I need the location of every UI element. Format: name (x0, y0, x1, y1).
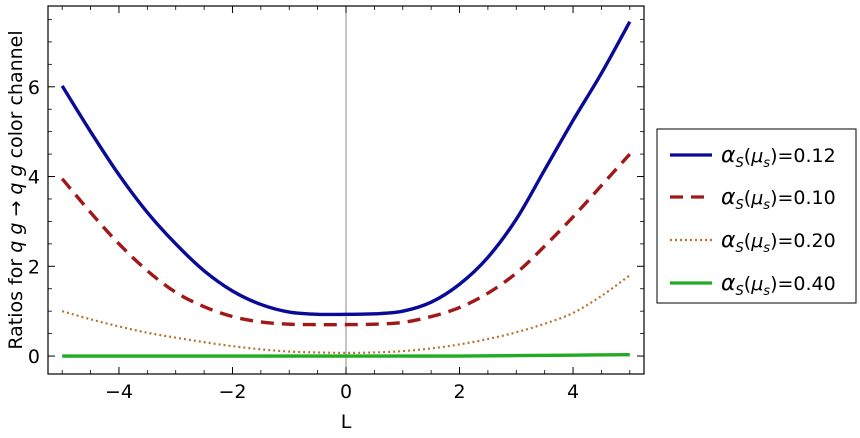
x-tick-label: 0 (340, 381, 352, 403)
y-tick-label: 2 (28, 256, 40, 278)
y-axis-title: Ratios for q g → q g color channel (5, 30, 27, 349)
y-tick-label: 6 (28, 77, 40, 99)
series-line-3 (62, 353, 630, 358)
axis-ticks: −4 −2 0 2 4 0 2 4 6 (28, 6, 644, 403)
x-axis-title: L (341, 411, 352, 433)
legend: αS(μs)=0.12 αS(μs)=0.10 αS(μs)=0.20 αS(μs)=… (656, 128, 857, 304)
x-tick-label: −2 (218, 381, 246, 403)
legend-label-0: αS(μs)=0.12 (721, 143, 836, 171)
y-tick-label: 0 (28, 346, 40, 368)
legend-label-1: αS(μs)=0.10 (721, 185, 836, 213)
legend-box (656, 128, 857, 304)
legend-label-2: αS(μs)=0.20 (721, 228, 836, 256)
series-line-2 (61, 274, 631, 355)
series-layer (60, 20, 632, 358)
series-line-1 (60, 152, 632, 327)
x-tick-label: 4 (567, 381, 579, 403)
x-tick-label: 2 (453, 381, 465, 403)
y-tick-label: 4 (28, 167, 40, 189)
x-tick-label: −4 (105, 381, 133, 403)
series-line-0 (60, 20, 632, 317)
legend-label-3: αS(μs)=0.40 (721, 271, 836, 299)
